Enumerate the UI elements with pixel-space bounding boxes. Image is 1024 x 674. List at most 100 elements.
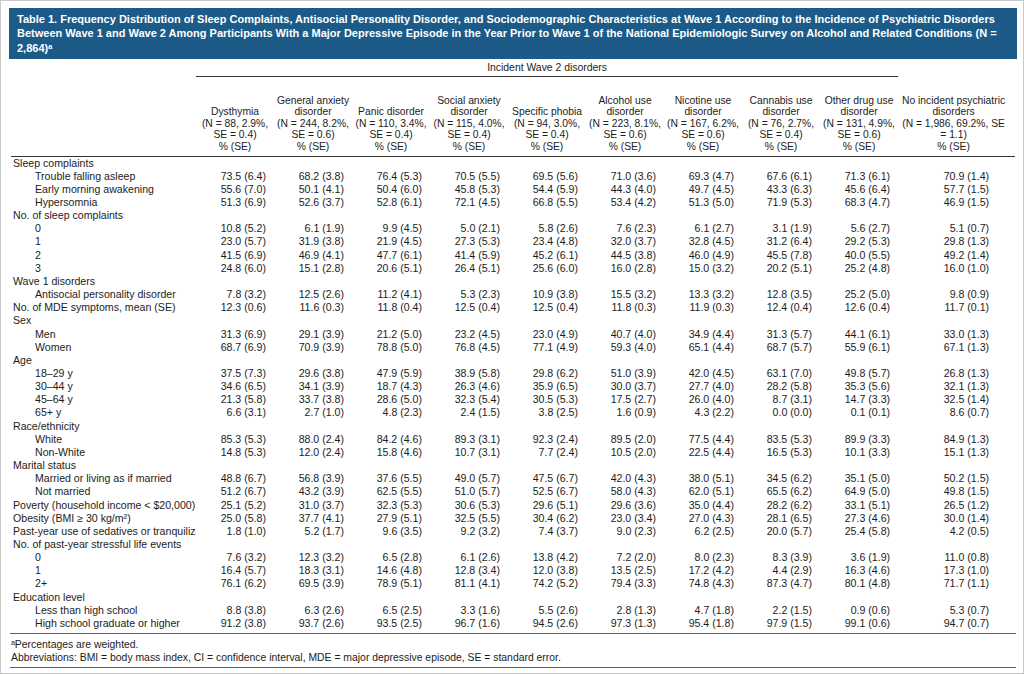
- cell-value: 72.1 (4.5): [430, 196, 508, 209]
- table-row-white: White85.3 (5.3)88.0 (2.4)84.2 (4.6)89.3 …: [11, 433, 1015, 446]
- row-label: Obesity (BMI ≥ 30 kg/m²): [11, 512, 196, 525]
- cell-value: 17.2 (4.2): [664, 564, 742, 577]
- table-row-non-white: Non-White14.8 (5.3)12.0 (2.4)15.8 (4.6)1…: [11, 446, 1015, 459]
- cell-value: 5.3 (0.7): [898, 604, 1015, 617]
- cell-value: 62.5 (5.5): [352, 485, 430, 498]
- cell-value: 2.7 (1.0): [274, 406, 352, 419]
- cell-value: 16.0 (2.8): [586, 262, 664, 275]
- cell-value: 71.3 (6.1): [820, 170, 898, 183]
- table-row-antisocial-personality-disorder: Antisocial personality disorder7.8 (3.2)…: [11, 288, 1015, 301]
- cell-value: 17.3 (1.0): [898, 564, 1015, 577]
- cell-value: 30.6 (5.3): [430, 499, 508, 512]
- cell-value: 34.6 (6.5): [196, 380, 274, 393]
- cell-value: 53.4 (4.2): [586, 196, 664, 209]
- cell-value: 0.1 (0.1): [820, 406, 898, 419]
- cell-value: 99.1 (0.6): [820, 617, 898, 630]
- cell-value: 38.9 (5.8): [430, 367, 508, 380]
- cell-value: 32.1 (1.3): [898, 380, 1015, 393]
- cell-value: 16.5 (5.3): [742, 446, 820, 459]
- column-header-alcohol-use-disorder: Alcohol use disorder(N = 223, 8.1%, SE =…: [586, 76, 664, 156]
- cell-value: 29.1 (3.9): [274, 327, 352, 340]
- cell-value: 6.1 (2.6): [430, 551, 508, 564]
- cell-value: 57.7 (1.5): [898, 183, 1015, 196]
- cell-value: 67.1 (1.3): [898, 341, 1015, 354]
- cell-value: 46.9 (4.1): [274, 249, 352, 262]
- cell-value: 62.0 (5.1): [664, 485, 742, 498]
- cell-value: 20.2 (5.1): [742, 262, 820, 275]
- cell-value: 25.1 (5.2): [196, 499, 274, 512]
- cell-value: 43.2 (3.9): [274, 485, 352, 498]
- cell-value: 8.3 (3.9): [742, 551, 820, 564]
- cell-value: 4.7 (1.8): [664, 604, 742, 617]
- cell-value: 6.1 (1.9): [274, 222, 352, 235]
- row-label: 30–44 y: [11, 380, 196, 393]
- section-row-no-of-sleep-complaints: No. of sleep complaints: [11, 209, 1015, 222]
- table-row-women: Women68.7 (6.9)70.9 (3.9)78.8 (5.0)76.8 …: [11, 341, 1015, 354]
- cell-value: 71.7 (1.1): [898, 577, 1015, 590]
- cell-value: 76.4 (5.3): [352, 170, 430, 183]
- cell-value: 94.5 (2.6): [508, 617, 586, 630]
- cell-value: 83.5 (5.3): [742, 433, 820, 446]
- footnote-abbreviations: Abbreviations: BMI = body mass index, CI…: [11, 651, 1015, 664]
- cell-value: 35.0 (4.4): [664, 499, 742, 512]
- table-row-no-of-mde-symptoms-mean-se: No. of MDE symptoms, mean (SE)12.3 (0.6)…: [11, 301, 1015, 314]
- cell-value: 5.6 (2.7): [820, 222, 898, 235]
- cell-value: 32.8 (4.5): [664, 235, 742, 248]
- cell-value: 12.8 (3.4): [430, 564, 508, 577]
- cell-value: 1.6 (0.9): [586, 406, 664, 419]
- cell-value: 56.8 (3.9): [274, 472, 352, 485]
- cell-value: 40.7 (4.0): [586, 327, 664, 340]
- cell-value: 26.0 (4.0): [664, 393, 742, 406]
- cell-value: 65.1 (4.4): [664, 341, 742, 354]
- cell-value: 25.6 (6.0): [508, 262, 586, 275]
- cell-value: 49.0 (5.7): [430, 472, 508, 485]
- cell-value: 49.7 (4.5): [664, 183, 742, 196]
- table-row-2: 2+76.1 (6.2)69.5 (3.9)78.9 (5.1)81.1 (4.…: [11, 577, 1015, 590]
- cell-value: 70.5 (5.5): [430, 170, 508, 183]
- cell-value: 47.7 (6.1): [352, 249, 430, 262]
- cell-value: 16.0 (1.0): [898, 262, 1015, 275]
- spanner-incident-wave2-disorders: Incident Wave 2 disorders: [196, 59, 898, 76]
- cell-value: 37.7 (4.1): [274, 512, 352, 525]
- table-body: Sleep complaintsTrouble falling asleep73…: [11, 156, 1015, 630]
- cell-value: 28.1 (6.5): [742, 512, 820, 525]
- cell-value: 52.5 (6.7): [508, 485, 586, 498]
- table-row-less-than-high-school: Less than high school8.8 (3.8)6.3 (2.6)6…: [11, 604, 1015, 617]
- cell-value: 41.5 (6.9): [196, 249, 274, 262]
- cell-value: 9.9 (4.5): [352, 222, 430, 235]
- table-row-trouble-falling-asleep: Trouble falling asleep73.5 (6.4)68.2 (3.…: [11, 170, 1015, 183]
- cell-value: 29.8 (6.2): [508, 367, 586, 380]
- table-row-65-y: 65+ y6.6 (3.1)2.7 (1.0)4.8 (2.3)2.4 (1.5…: [11, 406, 1015, 419]
- cell-value: 95.4 (1.8): [664, 617, 742, 630]
- cell-value: 51.0 (3.9): [586, 367, 664, 380]
- column-header-row: Dysthymia(N = 88, 2.9%, SE = 0.4)% (SE)G…: [11, 76, 1015, 156]
- cell-value: 8.8 (3.8): [196, 604, 274, 617]
- cell-value: 11.2 (4.1): [352, 288, 430, 301]
- cell-value: 25.2 (5.0): [820, 288, 898, 301]
- cell-value: 30.0 (3.7): [586, 380, 664, 393]
- table-row-not-married: Not married51.2 (6.7)43.2 (3.9)62.5 (5.5…: [11, 485, 1015, 498]
- cell-value: 21.9 (4.5): [352, 235, 430, 248]
- section-row-marital-status: Marital status: [11, 459, 1015, 472]
- cell-value: 71.9 (5.3): [742, 196, 820, 209]
- row-label: 1: [11, 235, 196, 248]
- cell-value: 50.4 (6.0): [352, 183, 430, 196]
- cell-value: 11.0 (0.8): [898, 551, 1015, 564]
- row-label: Poverty (household income < $20,000): [11, 499, 196, 512]
- cell-value: 68.7 (5.7): [742, 341, 820, 354]
- footnote-weighted: ᵃPercentages are weighted.: [11, 638, 1015, 651]
- cell-value: 5.0 (2.1): [430, 222, 508, 235]
- cell-value: 35.3 (5.6): [820, 380, 898, 393]
- cell-value: 15.0 (3.2): [664, 262, 742, 275]
- cell-value: 2.2 (1.5): [742, 604, 820, 617]
- bottom-divider: [10, 667, 1016, 668]
- row-label: Antisocial personality disorder: [11, 288, 196, 301]
- cell-value: 12.3 (3.2): [274, 551, 352, 564]
- cell-value: 29.2 (5.3): [820, 235, 898, 248]
- column-header-dysthymia: Dysthymia(N = 88, 2.9%, SE = 0.4)% (SE): [196, 76, 274, 156]
- cell-value: 51.3 (6.9): [196, 196, 274, 209]
- cell-value: 70.9 (1.4): [898, 170, 1015, 183]
- cell-value: 42.0 (4.5): [664, 367, 742, 380]
- cell-value: 33.0 (1.3): [898, 327, 1015, 340]
- table-row-poverty-household-income-20-000: Poverty (household income < $20,000)25.1…: [11, 499, 1015, 512]
